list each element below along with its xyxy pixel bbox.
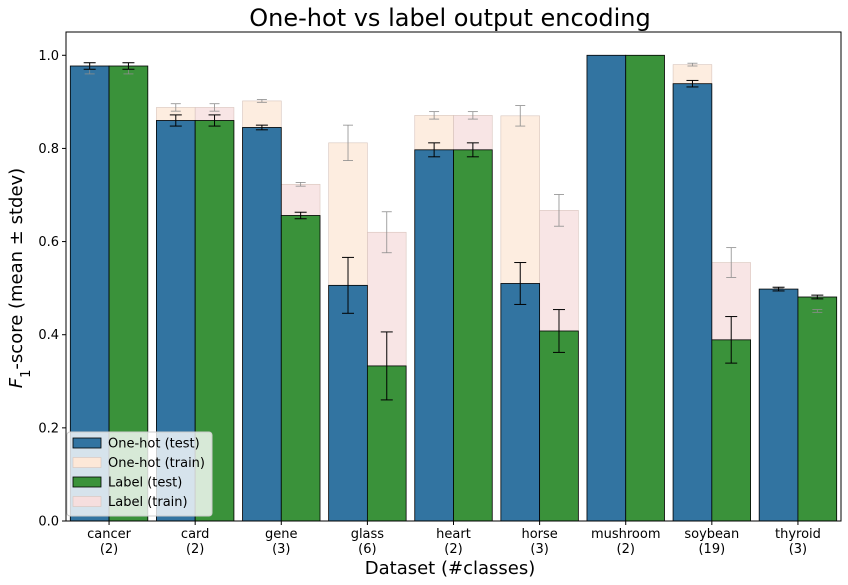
- y-axis-label-base: F: [6, 377, 27, 388]
- x-tick-classes-cancer: (2): [100, 542, 118, 557]
- error-bar-onehot-train-soybean: [687, 62, 698, 67]
- x-tick-classes-thyroid: (3): [789, 542, 807, 557]
- x-tick-label-glass: glass: [351, 527, 385, 542]
- error-bar-onehot-test-horse: [514, 262, 527, 305]
- legend-box: [66, 431, 213, 517]
- legend-swatch: [72, 457, 102, 468]
- bar-onehot-test-gene: [242, 127, 282, 522]
- x-tick-classes-heart: (2): [444, 542, 462, 557]
- x-axis-label: Dataset (#classes): [365, 558, 535, 579]
- y-tick-label: 0.2: [38, 421, 59, 436]
- legend-label: Label (test): [108, 476, 182, 491]
- error-bar-label-train-soybean: [726, 247, 737, 278]
- y-tick-label: 0.6: [38, 235, 59, 250]
- x-tick-label-mushroom: mushroom: [591, 527, 661, 542]
- error-bar-onehot-train-heart: [429, 111, 440, 120]
- y-axis-label-rest: -score (mean ± stdev): [6, 168, 27, 370]
- x-tick-label-soybean: soybean: [684, 527, 739, 542]
- bar-label-test-mushroom: [625, 54, 665, 522]
- error-bar-label-test-soybean: [725, 316, 738, 364]
- error-bar-label-train-heart: [467, 111, 478, 120]
- error-bar-label-train-thyroid: [812, 309, 823, 313]
- x-tick-label-gene: gene: [265, 527, 298, 542]
- error-bar-label-test-gene: [294, 211, 307, 220]
- chart-title: One-hot vs label output encoding: [249, 4, 650, 32]
- error-bar-onehot-test-glass: [342, 256, 355, 314]
- y-axis-label-subscript: 1: [19, 370, 34, 378]
- bar-onehot-test-soybean: [672, 83, 713, 522]
- x-tick-label-card: card: [181, 527, 209, 542]
- bar-onehot-test-heart: [414, 149, 454, 522]
- legend-swatch: [72, 476, 102, 488]
- bar-onehot-test-glass: [328, 284, 368, 522]
- legend-label: One-hot (test): [108, 437, 200, 452]
- bar-label-test-heart: [453, 149, 493, 522]
- error-bar-onehot-train-horse: [515, 105, 526, 127]
- legend-swatch: [72, 437, 102, 449]
- legend-label: Label (train): [108, 495, 188, 510]
- y-axis-label-text: F1-score (mean ± stdev): [6, 168, 34, 388]
- bar-onehot-test-mushroom: [586, 54, 627, 522]
- error-bar-label-test-horse: [552, 309, 565, 353]
- error-bar-label-train-horse: [553, 194, 564, 227]
- bar-label-test-thyroid: [797, 296, 838, 522]
- x-tick-label-thyroid: thyroid: [775, 527, 821, 542]
- error-bar-label-train-glass: [381, 211, 392, 254]
- x-tick-classes-glass: (6): [358, 542, 376, 557]
- x-tick-label-cancer: cancer: [87, 527, 131, 542]
- x-tick-classes-horse: (3): [530, 542, 548, 557]
- error-bar-onehot-test-card: [169, 114, 182, 127]
- x-tick-classes-mushroom: (2): [617, 542, 635, 557]
- bar-label-test-gene: [280, 215, 321, 522]
- bar-label-test-horse: [539, 330, 579, 522]
- error-bar-label-test-glass: [380, 331, 393, 401]
- error-bar-label-train-card: [209, 103, 220, 112]
- y-tick-label: 1.0: [38, 49, 59, 64]
- x-tick-classes-card: (2): [186, 542, 204, 557]
- bar-onehot-test-horse: [500, 283, 541, 522]
- error-bar-onehot-test-cancer: [83, 62, 96, 70]
- x-tick-classes-gene: (3): [272, 542, 290, 557]
- legend-label: One-hot (train): [108, 456, 205, 471]
- x-tick-label-horse: horse: [521, 527, 557, 542]
- error-bar-label-train-gene: [295, 182, 306, 187]
- bar-onehot-test-thyroid: [758, 288, 799, 522]
- error-bar-label-test-card: [208, 114, 221, 127]
- y-tick-label: 0.0: [38, 515, 59, 530]
- y-tick-label: 0.8: [38, 142, 59, 157]
- y-tick-label: 0.4: [38, 328, 59, 343]
- error-bar-onehot-test-heart: [428, 142, 441, 158]
- x-tick-classes-soybean: (19): [698, 542, 725, 557]
- y-axis-label: F1-score (mean ± stdev): [6, 168, 34, 388]
- error-bar-label-test-cancer: [122, 62, 135, 70]
- axes: 0.00.20.40.60.81.0cancer(2)card(2)gene(3…: [38, 31, 842, 557]
- legend: One-hot (test) One-hot (train) Label (test…: [66, 431, 213, 517]
- error-bar-label-test-heart: [466, 142, 479, 158]
- bar-label-test-soybean: [711, 339, 751, 522]
- error-bar-onehot-train-gene: [256, 99, 267, 103]
- x-tick-label-heart: heart: [436, 527, 471, 542]
- legend-swatch: [72, 496, 102, 507]
- error-bar-label-test-thyroid: [811, 294, 824, 300]
- error-bar-onehot-test-soybean: [686, 79, 699, 88]
- error-bar-onehot-test-thyroid: [772, 286, 785, 292]
- error-bar-onehot-train-glass: [343, 124, 354, 161]
- error-bar-onehot-test-gene: [255, 124, 268, 131]
- error-bar-onehot-train-card: [170, 103, 181, 112]
